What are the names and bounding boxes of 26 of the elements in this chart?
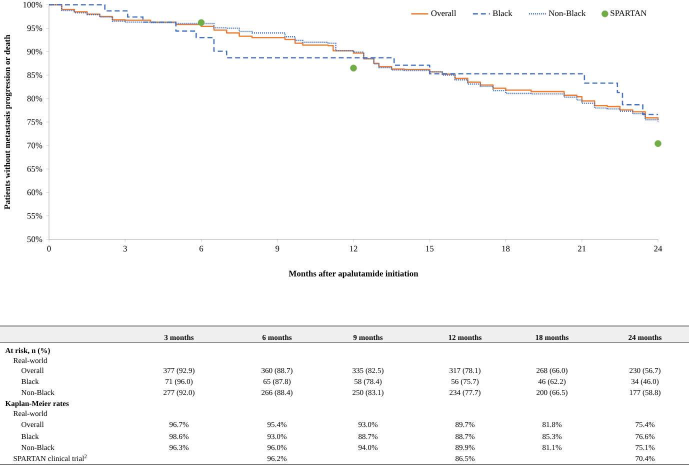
x-tick-label: 15 (426, 246, 434, 252)
y-tick-label: 50% (27, 236, 42, 242)
y-tick-label: 75% (28, 119, 42, 125)
y-axis-title: Patients without metastasis progression or death (4, 34, 12, 210)
x-axis-title: Months after apalutamide initiation (288, 270, 418, 278)
y-tick-label: 65% (27, 166, 42, 172)
x-tick-label: 9 (276, 246, 280, 252)
y-tick-label: 70% (28, 142, 42, 148)
legend-label: SPARTAN (610, 10, 647, 16)
y-tick-label: 90% (27, 48, 42, 55)
y-tick-label: 55% (27, 212, 42, 219)
x-tick-label: 18 (502, 246, 510, 252)
legend-label: Overall (431, 10, 456, 16)
y-tick-label: 95% (27, 25, 42, 32)
y-tick-label: 80% (27, 96, 42, 102)
x-tick-label: 6 (200, 246, 204, 252)
legend-label: Black (492, 10, 512, 16)
y-tick-label: 100% (23, 2, 42, 8)
x-tick-label: 3 (123, 246, 127, 252)
x-tick-label: 0 (47, 246, 51, 252)
legend-label: Non-Black (548, 10, 586, 16)
x-tick-label: 21 (578, 246, 586, 252)
y-tick-label: 60% (27, 190, 42, 196)
y-tick-label: 85% (27, 72, 42, 78)
x-tick-label: 24 (654, 246, 662, 252)
x-tick-label: 12 (350, 246, 358, 252)
